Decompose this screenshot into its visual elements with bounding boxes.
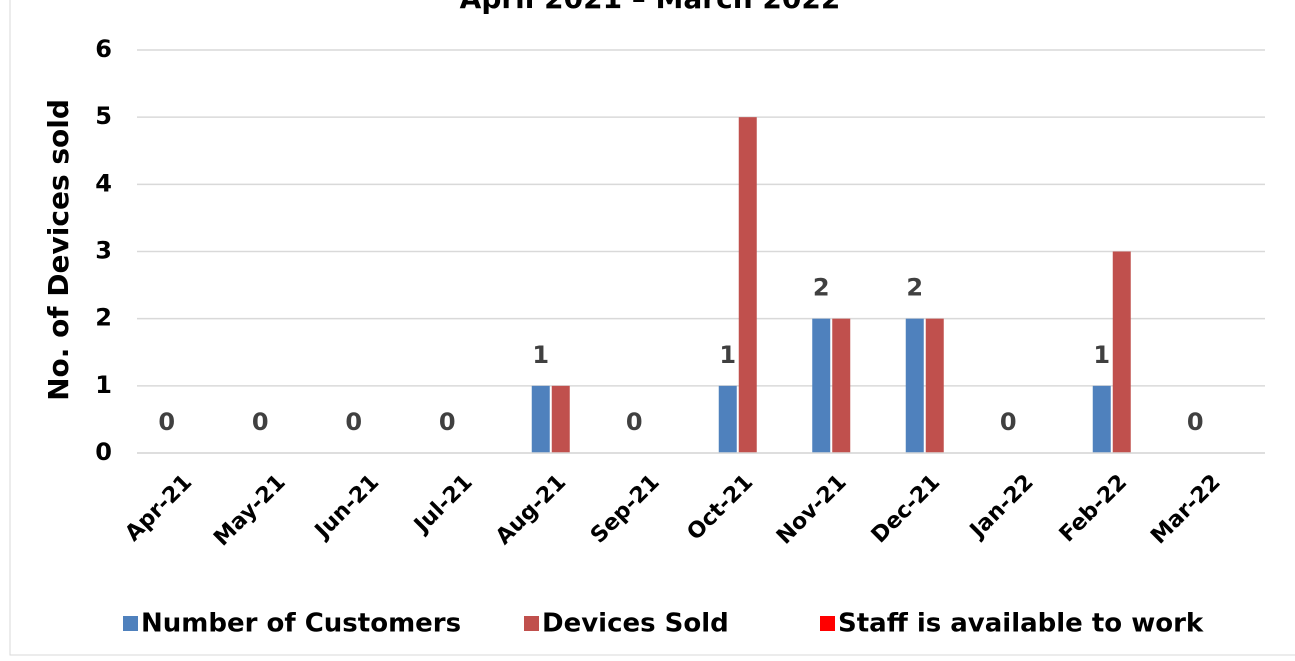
data-label: 1 [1093,341,1110,369]
bar [905,318,924,453]
data-label: 0 [1187,408,1204,436]
chart-title: April 2021 – March 2022 [460,0,841,15]
legend-label: Staff is available to work [838,609,1204,639]
y-axis-label: No. of Devices sold [42,99,75,401]
y-tick-label: 0 [95,438,112,466]
data-label: 1 [532,341,549,369]
y-tick-label: 3 [95,237,112,265]
bar [1112,251,1131,453]
data-label: 0 [345,408,362,436]
legend-label: Devices Sold [542,609,729,639]
data-label: 2 [906,274,923,302]
bar [812,318,831,453]
y-tick-label: 5 [95,102,112,130]
bar [718,385,737,453]
data-label: 0 [158,408,175,436]
chart-frame [9,0,1295,656]
bar [531,385,550,453]
legend-swatch [820,616,835,631]
data-label: 1 [719,341,736,369]
bar [1092,385,1111,453]
y-tick-label: 1 [95,371,112,399]
data-label: 0 [439,408,456,436]
data-label: 0 [1000,408,1017,436]
data-label: 0 [626,408,643,436]
bar [832,318,851,453]
y-tick-label: 6 [95,35,112,63]
y-tick-label: 2 [95,304,112,332]
bar [925,318,944,453]
data-label: 2 [813,274,830,302]
data-label: 0 [252,408,269,436]
bar [738,117,757,454]
bar [551,385,570,453]
legend-swatch [524,616,539,631]
y-tick-label: 4 [95,169,112,197]
legend-swatch [123,616,138,631]
legend-label: Number of Customers [141,609,461,639]
